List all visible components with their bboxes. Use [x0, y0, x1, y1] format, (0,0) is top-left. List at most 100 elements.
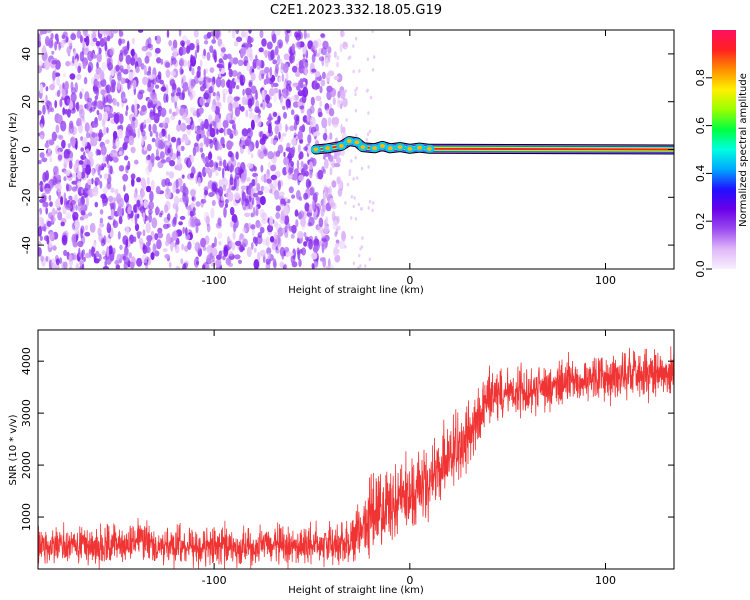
noise-speckle [143, 119, 147, 125]
noise-speckle [246, 177, 251, 182]
noise-speckle [80, 209, 86, 216]
noise-speckle [178, 221, 184, 226]
noise-speckle [296, 159, 300, 170]
noise-speckle [69, 266, 73, 269]
noise-speckle [86, 131, 90, 139]
noise-speckle [357, 202, 360, 207]
noise-speckle [207, 245, 211, 254]
noise-speckle [371, 67, 375, 72]
main-line-blob-core [397, 145, 403, 150]
noise-speckle [91, 246, 95, 257]
noise-speckle [115, 137, 120, 149]
noise-speckle [99, 209, 104, 215]
noise-speckle [180, 122, 187, 132]
noise-speckle [324, 57, 329, 68]
noise-speckle [85, 196, 89, 208]
noise-speckle [208, 159, 214, 168]
noise-speckle [328, 108, 335, 117]
noise-speckle [71, 254, 78, 261]
noise-speckle [81, 204, 88, 211]
noise-speckle [96, 149, 101, 156]
main-line-blob-core [372, 146, 378, 151]
noise-speckle [182, 75, 186, 83]
noise-speckle [290, 233, 295, 239]
noise-speckle [344, 89, 348, 93]
noise-speckle [95, 81, 100, 86]
noise-speckle [274, 125, 279, 135]
noise-speckle [127, 206, 132, 215]
noise-speckle [238, 259, 242, 264]
noise-speckle [368, 129, 372, 134]
noise-speckle [107, 195, 114, 203]
noise-speckle [46, 30, 52, 34]
noise-speckle [274, 189, 280, 200]
x-tick-label: 0 [406, 274, 413, 287]
noise-speckle [158, 132, 163, 139]
noise-speckle [285, 71, 289, 81]
noise-speckle [248, 107, 253, 112]
noise-speckle [112, 145, 117, 150]
noise-speckle [359, 264, 362, 268]
noise-speckle [291, 137, 297, 146]
noise-speckle [294, 209, 299, 217]
noise-speckle [254, 237, 258, 247]
noise-speckle [190, 154, 195, 164]
colorbar-gradient [712, 30, 736, 269]
noise-speckle [162, 120, 166, 128]
noise-speckle [57, 211, 63, 221]
noise-speckle [77, 240, 84, 248]
noise-speckle [220, 195, 225, 201]
noise-speckle [126, 64, 131, 71]
noise-speckle [140, 189, 145, 199]
colorbar-label: Normalized spectral amplitude [738, 73, 749, 227]
noise-speckle [369, 95, 373, 100]
noise-speckle [110, 187, 115, 193]
noise-speckle [154, 233, 159, 241]
noise-speckle [242, 88, 245, 96]
noise-speckle [267, 161, 272, 169]
noise-speckle [289, 167, 294, 174]
noise-speckle [87, 179, 92, 185]
noise-speckle [285, 197, 288, 202]
noise-speckle [260, 249, 266, 257]
noise-speckle [150, 153, 155, 164]
noise-speckle [157, 110, 162, 117]
noise-speckle [182, 263, 187, 269]
noise-speckle [255, 89, 258, 100]
noise-speckle [318, 217, 324, 228]
noise-speckle [168, 40, 173, 47]
noise-speckle [70, 136, 76, 147]
noise-speckle [303, 192, 308, 200]
colorbar: 0.0 0.2 0.4 0.6 0.8 Normalized spectral ampl… [694, 30, 749, 278]
noise-speckle [83, 76, 88, 85]
noise-speckle [112, 247, 116, 255]
noise-speckle [246, 62, 251, 72]
noise-speckle [229, 70, 233, 75]
noise-speckle [355, 133, 358, 138]
noise-speckle [302, 77, 307, 83]
noise-speckle [314, 191, 319, 197]
noise-speckle [102, 265, 109, 269]
noise-speckle [303, 61, 309, 68]
noise-speckle [109, 151, 116, 158]
noise-speckle [247, 98, 253, 109]
noise-speckle [106, 57, 111, 67]
snr-series-line [38, 346, 674, 569]
noise-speckle [294, 171, 298, 182]
noise-speckle [167, 147, 171, 154]
noise-speckle [106, 127, 109, 134]
noise-speckle [107, 222, 110, 230]
noise-speckle [168, 261, 172, 268]
noise-speckle [84, 37, 87, 43]
noise-speckle [141, 105, 147, 112]
noise-speckle [263, 186, 270, 194]
noise-speckle [185, 117, 192, 124]
noise-speckle [201, 156, 205, 162]
noise-speckle [233, 178, 237, 189]
noise-speckle [70, 81, 74, 91]
noise-speckle [67, 51, 71, 57]
noise-speckle [211, 247, 218, 257]
noise-speckle [68, 40, 73, 47]
noise-speckle [170, 136, 177, 143]
noise-speckle [295, 115, 300, 126]
